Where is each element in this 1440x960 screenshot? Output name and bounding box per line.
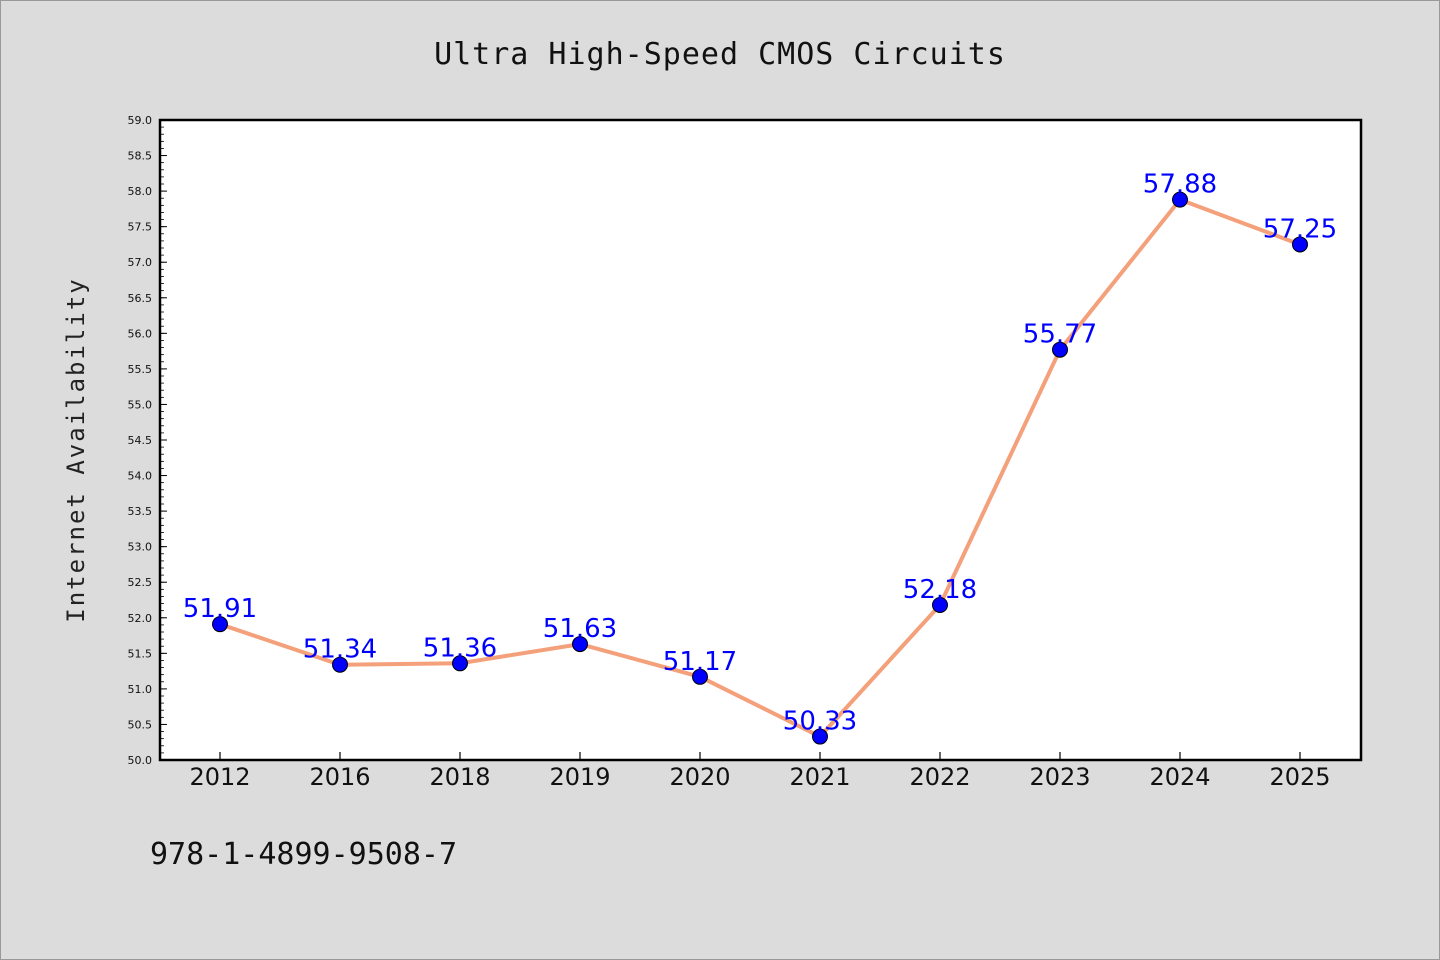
data-label: 51.63 — [543, 614, 617, 644]
data-point — [332, 656, 348, 673]
y-tick-label: 50.5 — [128, 718, 153, 731]
x-tick-label: 2012 — [189, 763, 250, 791]
data-point — [452, 655, 468, 672]
y-tick-label: 50.0 — [128, 754, 153, 767]
y-axis: 50.0 50.5 51.0 51.5 52.0 52.5 53.0 53.5 54.0 54.5… — [128, 114, 167, 767]
y-tick-label: 51.5 — [128, 647, 153, 660]
x-tick-label: 2024 — [1149, 763, 1210, 791]
data-label: 51.36 — [423, 633, 497, 663]
data-point — [212, 616, 228, 633]
data-point — [1172, 191, 1188, 208]
y-tick-label: 58.0 — [128, 185, 153, 198]
y-tick-label: 55.5 — [128, 363, 153, 376]
y-tick-label: 56.5 — [128, 292, 153, 305]
data-point — [932, 596, 948, 613]
y-tick-label: 54.5 — [128, 434, 153, 447]
y-tick-label: 51.0 — [128, 683, 153, 696]
x-axis: 2012 2016 2018 2019 2020 2021 2022 2023 2024 2025 — [189, 752, 1331, 791]
data-label: 57.88 — [1143, 170, 1217, 200]
data-point — [1292, 236, 1308, 253]
data-label: 55.77 — [1023, 320, 1097, 350]
y-tick-label: 53.5 — [128, 505, 153, 518]
y-tick-label: 59.0 — [128, 114, 153, 127]
x-tick-label: 2023 — [1029, 763, 1090, 791]
y-axis-label: Internet Availability — [62, 277, 90, 622]
y-tick-label: 52.0 — [128, 612, 153, 625]
x-tick-label: 2018 — [429, 763, 490, 791]
x-tick-label: 2022 — [909, 763, 970, 791]
y-tick-label: 58.5 — [128, 150, 153, 163]
data-label: 50.33 — [783, 707, 857, 737]
data-label: 51.91 — [183, 594, 257, 624]
x-tick-label: 2019 — [549, 763, 610, 791]
data-label: 52.18 — [903, 575, 977, 605]
series-group: 51.91 51.34 51.36 51.63 51.17 50.33 52.18 55.77… — [183, 170, 1337, 745]
data-point — [692, 668, 708, 685]
y-tick-label: 56.0 — [128, 327, 153, 340]
y-tick-label: 53.0 — [128, 541, 153, 554]
y-tick-label: 57.5 — [128, 221, 153, 234]
data-point — [572, 636, 588, 653]
y-tick-label: 52.5 — [128, 576, 153, 589]
data-label: 57.25 — [1263, 214, 1337, 244]
data-point — [1052, 341, 1068, 358]
x-tick-label: 2020 — [669, 763, 730, 791]
y-tick-label: 57.0 — [128, 256, 153, 269]
y-tick-label: 54.0 — [128, 470, 153, 483]
x-tick-label: 2016 — [309, 763, 370, 791]
x-tick-label: 2025 — [1269, 763, 1330, 791]
x-tick-label: 2021 — [789, 763, 850, 791]
series-line — [219, 197, 1301, 739]
isbn-text: 978-1-4899-9508-7 — [150, 837, 457, 872]
data-point — [812, 728, 828, 745]
data-label: 51.34 — [303, 635, 377, 665]
data-label: 51.17 — [663, 647, 737, 677]
y-tick-label: 55.0 — [128, 398, 153, 411]
chart-title: Ultra High-Speed CMOS Circuits — [434, 37, 1006, 72]
